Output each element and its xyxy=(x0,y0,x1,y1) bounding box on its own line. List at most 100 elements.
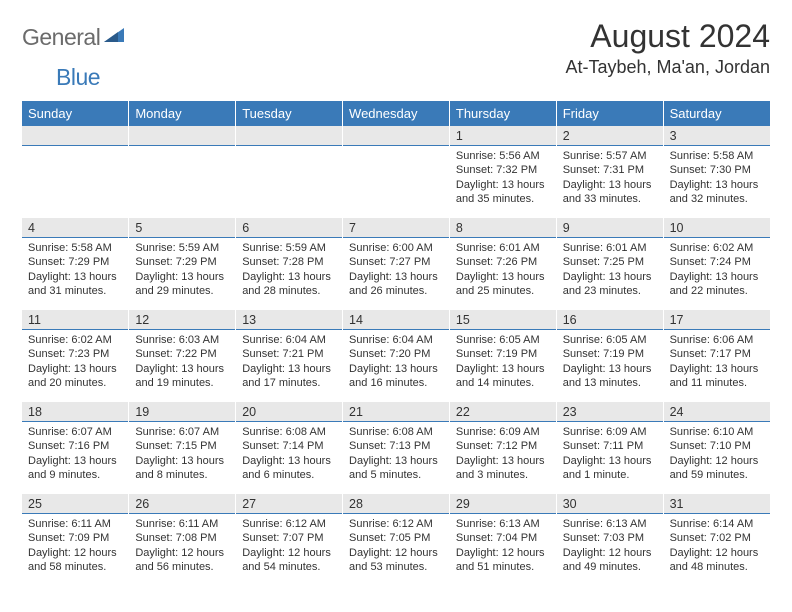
daylight-text: Daylight: 13 hours and 25 minutes. xyxy=(456,270,550,299)
daylight-text: Daylight: 13 hours and 32 minutes. xyxy=(670,178,764,207)
sunset-text: Sunset: 7:23 PM xyxy=(28,347,122,361)
sunrise-text: Sunrise: 6:11 AM xyxy=(135,517,229,531)
calendar-week-row: 25Sunrise: 6:11 AMSunset: 7:09 PMDayligh… xyxy=(22,494,770,586)
sunset-text: Sunset: 7:31 PM xyxy=(563,163,657,177)
day-details: Sunrise: 6:12 AMSunset: 7:05 PMDaylight:… xyxy=(343,514,449,578)
sunrise-text: Sunrise: 6:13 AM xyxy=(456,517,550,531)
calendar-day-cell: 19Sunrise: 6:07 AMSunset: 7:15 PMDayligh… xyxy=(129,402,236,494)
sunrise-text: Sunrise: 6:05 AM xyxy=(563,333,657,347)
sunset-text: Sunset: 7:16 PM xyxy=(28,439,122,453)
calendar-day-cell: 8Sunrise: 6:01 AMSunset: 7:26 PMDaylight… xyxy=(449,218,556,310)
daylight-text: Daylight: 13 hours and 29 minutes. xyxy=(135,270,229,299)
day-details: Sunrise: 6:14 AMSunset: 7:02 PMDaylight:… xyxy=(664,514,770,578)
day-details: Sunrise: 6:01 AMSunset: 7:25 PMDaylight:… xyxy=(557,238,663,302)
sunrise-text: Sunrise: 6:12 AM xyxy=(349,517,443,531)
sunrise-text: Sunrise: 6:09 AM xyxy=(456,425,550,439)
daylight-text: Daylight: 13 hours and 1 minute. xyxy=(563,454,657,483)
day-details: Sunrise: 6:08 AMSunset: 7:14 PMDaylight:… xyxy=(236,422,342,486)
day-details: Sunrise: 6:13 AMSunset: 7:04 PMDaylight:… xyxy=(450,514,556,578)
calendar-day-cell: 5Sunrise: 5:59 AMSunset: 7:29 PMDaylight… xyxy=(129,218,236,310)
day-details: Sunrise: 6:12 AMSunset: 7:07 PMDaylight:… xyxy=(236,514,342,578)
sunrise-text: Sunrise: 6:03 AM xyxy=(135,333,229,347)
daylight-text: Daylight: 12 hours and 56 minutes. xyxy=(135,546,229,575)
calendar-day-cell: 9Sunrise: 6:01 AMSunset: 7:25 PMDaylight… xyxy=(556,218,663,310)
day-number: 20 xyxy=(236,402,342,422)
day-number xyxy=(343,126,449,146)
daylight-text: Daylight: 13 hours and 26 minutes. xyxy=(349,270,443,299)
sunset-text: Sunset: 7:28 PM xyxy=(242,255,336,269)
sunrise-text: Sunrise: 5:57 AM xyxy=(563,149,657,163)
calendar-day-cell xyxy=(236,126,343,218)
daylight-text: Daylight: 13 hours and 31 minutes. xyxy=(28,270,122,299)
sunrise-text: Sunrise: 6:07 AM xyxy=(135,425,229,439)
location-subtitle: At-Taybeh, Ma'an, Jordan xyxy=(565,57,770,78)
sunrise-text: Sunrise: 6:05 AM xyxy=(456,333,550,347)
calendar-day-cell: 26Sunrise: 6:11 AMSunset: 7:08 PMDayligh… xyxy=(129,494,236,586)
daylight-text: Daylight: 12 hours and 49 minutes. xyxy=(563,546,657,575)
daylight-text: Daylight: 13 hours and 35 minutes. xyxy=(456,178,550,207)
day-details: Sunrise: 6:01 AMSunset: 7:26 PMDaylight:… xyxy=(450,238,556,302)
sunset-text: Sunset: 7:12 PM xyxy=(456,439,550,453)
calendar-day-cell: 21Sunrise: 6:08 AMSunset: 7:13 PMDayligh… xyxy=(343,402,450,494)
day-details: Sunrise: 5:56 AMSunset: 7:32 PMDaylight:… xyxy=(450,146,556,210)
calendar-day-cell: 29Sunrise: 6:13 AMSunset: 7:04 PMDayligh… xyxy=(449,494,556,586)
day-details: Sunrise: 6:00 AMSunset: 7:27 PMDaylight:… xyxy=(343,238,449,302)
day-number: 27 xyxy=(236,494,342,514)
sunset-text: Sunset: 7:04 PM xyxy=(456,531,550,545)
sunset-text: Sunset: 7:20 PM xyxy=(349,347,443,361)
calendar-day-cell: 4Sunrise: 5:58 AMSunset: 7:29 PMDaylight… xyxy=(22,218,129,310)
day-header: Friday xyxy=(556,101,663,126)
daylight-text: Daylight: 12 hours and 51 minutes. xyxy=(456,546,550,575)
calendar-day-cell: 22Sunrise: 6:09 AMSunset: 7:12 PMDayligh… xyxy=(449,402,556,494)
daylight-text: Daylight: 13 hours and 8 minutes. xyxy=(135,454,229,483)
calendar-day-cell: 13Sunrise: 6:04 AMSunset: 7:21 PMDayligh… xyxy=(236,310,343,402)
day-number: 10 xyxy=(664,218,770,238)
sunset-text: Sunset: 7:29 PM xyxy=(135,255,229,269)
day-details: Sunrise: 5:59 AMSunset: 7:28 PMDaylight:… xyxy=(236,238,342,302)
sunrise-text: Sunrise: 6:07 AM xyxy=(28,425,122,439)
day-number xyxy=(236,126,342,146)
day-details: Sunrise: 6:11 AMSunset: 7:08 PMDaylight:… xyxy=(129,514,235,578)
calendar-day-cell: 24Sunrise: 6:10 AMSunset: 7:10 PMDayligh… xyxy=(663,402,770,494)
sunrise-text: Sunrise: 6:01 AM xyxy=(456,241,550,255)
calendar-day-cell: 2Sunrise: 5:57 AMSunset: 7:31 PMDaylight… xyxy=(556,126,663,218)
sunrise-text: Sunrise: 5:58 AM xyxy=(28,241,122,255)
day-header: Saturday xyxy=(663,101,770,126)
calendar-day-cell: 30Sunrise: 6:13 AMSunset: 7:03 PMDayligh… xyxy=(556,494,663,586)
sunset-text: Sunset: 7:05 PM xyxy=(349,531,443,545)
calendar-day-cell: 11Sunrise: 6:02 AMSunset: 7:23 PMDayligh… xyxy=(22,310,129,402)
day-details: Sunrise: 6:02 AMSunset: 7:24 PMDaylight:… xyxy=(664,238,770,302)
daylight-text: Daylight: 12 hours and 59 minutes. xyxy=(670,454,764,483)
daylight-text: Daylight: 13 hours and 17 minutes. xyxy=(242,362,336,391)
day-number: 12 xyxy=(129,310,235,330)
calendar-day-cell: 17Sunrise: 6:06 AMSunset: 7:17 PMDayligh… xyxy=(663,310,770,402)
day-number: 17 xyxy=(664,310,770,330)
sunrise-text: Sunrise: 6:12 AM xyxy=(242,517,336,531)
calendar-week-row: 4Sunrise: 5:58 AMSunset: 7:29 PMDaylight… xyxy=(22,218,770,310)
day-number: 8 xyxy=(450,218,556,238)
sunset-text: Sunset: 7:27 PM xyxy=(349,255,443,269)
sunset-text: Sunset: 7:17 PM xyxy=(670,347,764,361)
sunset-text: Sunset: 7:19 PM xyxy=(456,347,550,361)
sunset-text: Sunset: 7:24 PM xyxy=(670,255,764,269)
sunset-text: Sunset: 7:21 PM xyxy=(242,347,336,361)
calendar-body: 1Sunrise: 5:56 AMSunset: 7:32 PMDaylight… xyxy=(22,126,770,586)
daylight-text: Daylight: 13 hours and 5 minutes. xyxy=(349,454,443,483)
sunrise-text: Sunrise: 6:08 AM xyxy=(242,425,336,439)
sunrise-text: Sunrise: 5:59 AM xyxy=(135,241,229,255)
calendar-day-cell: 25Sunrise: 6:11 AMSunset: 7:09 PMDayligh… xyxy=(22,494,129,586)
sunset-text: Sunset: 7:29 PM xyxy=(28,255,122,269)
calendar-day-cell: 20Sunrise: 6:08 AMSunset: 7:14 PMDayligh… xyxy=(236,402,343,494)
sunrise-text: Sunrise: 6:02 AM xyxy=(670,241,764,255)
day-header: Thursday xyxy=(449,101,556,126)
day-number: 6 xyxy=(236,218,342,238)
day-details: Sunrise: 6:11 AMSunset: 7:09 PMDaylight:… xyxy=(22,514,128,578)
calendar-day-cell: 14Sunrise: 6:04 AMSunset: 7:20 PMDayligh… xyxy=(343,310,450,402)
calendar-day-cell: 3Sunrise: 5:58 AMSunset: 7:30 PMDaylight… xyxy=(663,126,770,218)
day-details: Sunrise: 6:03 AMSunset: 7:22 PMDaylight:… xyxy=(129,330,235,394)
day-number: 26 xyxy=(129,494,235,514)
calendar-day-cell: 27Sunrise: 6:12 AMSunset: 7:07 PMDayligh… xyxy=(236,494,343,586)
sunrise-text: Sunrise: 6:08 AM xyxy=(349,425,443,439)
daylight-text: Daylight: 13 hours and 22 minutes. xyxy=(670,270,764,299)
sunset-text: Sunset: 7:19 PM xyxy=(563,347,657,361)
